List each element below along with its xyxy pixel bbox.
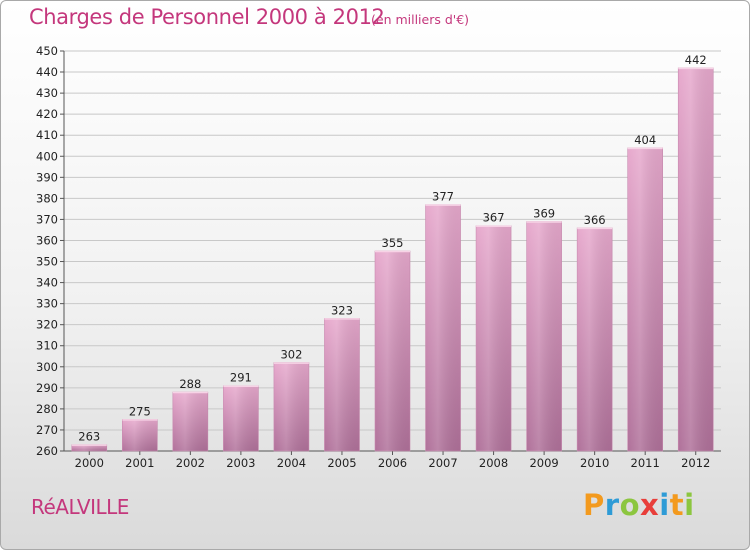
y-tick-label: 410	[36, 128, 58, 142]
x-tick-label: 2004	[277, 456, 306, 470]
x-tick-label: 2009	[529, 456, 558, 470]
bar-shine-2005	[324, 318, 360, 451]
x-tick-label: 2006	[378, 456, 407, 470]
bar-shine-2004	[273, 362, 309, 451]
data-label: 288	[179, 377, 201, 391]
bar-shine-2003	[223, 385, 259, 451]
bar-shine-2000	[71, 444, 107, 451]
x-tick-label: 2002	[176, 456, 205, 470]
x-tick-label: 2008	[479, 456, 508, 470]
bar-shine-2006	[375, 251, 410, 451]
bar-shine-2010	[577, 227, 613, 451]
y-tick-label: 400	[36, 149, 58, 163]
x-tick-label: 2010	[580, 456, 609, 470]
data-label: 355	[382, 236, 404, 250]
data-label: 275	[129, 404, 151, 418]
x-tick-label: 2005	[327, 456, 356, 470]
bar-shine-2012	[678, 67, 714, 451]
y-tick-label: 260	[36, 444, 58, 458]
y-tick-label: 310	[36, 339, 58, 353]
bar-shine-2011	[627, 147, 663, 451]
y-tick-label: 420	[36, 107, 58, 121]
chart-title: Charges de Personnel 2000 à 2012	[29, 5, 385, 29]
data-label: 442	[685, 53, 707, 67]
y-tick-label: 450	[36, 44, 58, 58]
x-tick-label: 2001	[125, 456, 154, 470]
bar-shine-2002	[172, 392, 208, 451]
bar-shine-2009	[526, 221, 562, 451]
x-tick-label: 2007	[428, 456, 457, 470]
data-label: 263	[78, 430, 100, 444]
y-tick-label: 370	[36, 212, 58, 226]
data-label: 377	[432, 190, 454, 204]
data-label: 369	[533, 207, 555, 221]
y-tick-label: 290	[36, 381, 58, 395]
bar-shine-2001	[122, 419, 158, 451]
y-tick-label: 340	[36, 276, 58, 290]
y-tick-label: 430	[36, 86, 58, 100]
data-label: 323	[331, 303, 353, 317]
y-tick-label: 280	[36, 402, 58, 416]
y-tick-label: 330	[36, 297, 58, 311]
x-tick-label: 2003	[226, 456, 255, 470]
chart-subtitle: (en milliers d'€)	[371, 12, 470, 27]
y-tick-label: 300	[36, 360, 58, 374]
y-tick-label: 440	[36, 65, 58, 79]
x-tick-label: 2000	[75, 456, 104, 470]
x-tick-label: 2011	[631, 456, 660, 470]
y-tick-label: 270	[36, 423, 58, 437]
bars	[71, 67, 714, 452]
data-label: 302	[280, 348, 302, 362]
bar-shine-2008	[476, 225, 512, 451]
data-label: 404	[634, 133, 656, 147]
data-label: 291	[230, 371, 252, 385]
data-label: 366	[584, 213, 606, 227]
commune-name: RéALVILLE	[31, 495, 129, 519]
y-tick-label: 390	[36, 170, 58, 184]
y-tick-label: 320	[36, 318, 58, 332]
data-label: 367	[483, 211, 505, 225]
y-tick-label: 380	[36, 191, 58, 205]
proxiti-logo: Proxiti	[583, 488, 695, 522]
y-tick-label: 350	[36, 255, 58, 269]
x-tick-label: 2012	[681, 456, 710, 470]
y-tick-label: 360	[36, 233, 58, 247]
bar-shine-2007	[425, 204, 461, 451]
labels: 260 270 280 290 300 310 320 330 340 350 360 370 380 3…	[36, 44, 710, 470]
